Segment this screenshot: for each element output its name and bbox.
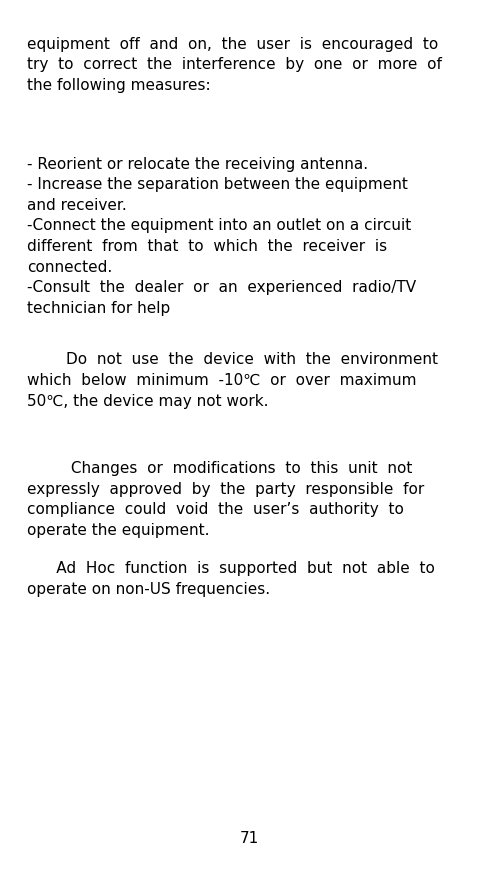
Text: which  below  minimum  -10℃  or  over  maximum: which below minimum -10℃ or over maximum [27, 373, 417, 388]
Text: equipment  off  and  on,  the  user  is  encouraged  to: equipment off and on, the user is encour… [27, 36, 439, 51]
Text: - Reorient or relocate the receiving antenna.: - Reorient or relocate the receiving ant… [27, 156, 369, 171]
Text: - Increase the separation between the equipment: - Increase the separation between the eq… [27, 177, 408, 192]
Text: -Connect the equipment into an outlet on a circuit: -Connect the equipment into an outlet on… [27, 218, 412, 233]
Text: expressly  approved  by  the  party  responsible  for: expressly approved by the party responsi… [27, 481, 425, 496]
Text: and receiver.: and receiver. [27, 197, 127, 213]
Text: Ad  Hoc  function  is  supported  but  not  able  to: Ad Hoc function is supported but not abl… [27, 561, 435, 575]
Text: technician for help: technician for help [27, 301, 171, 315]
Text: Changes  or  modifications  to  this  unit  not: Changes or modifications to this unit no… [27, 461, 413, 475]
Text: try  to  correct  the  interference  by  one  or  more  of: try to correct the interference by one o… [27, 57, 442, 72]
Text: different  from  that  to  which  the  receiver  is: different from that to which the receive… [27, 239, 387, 254]
Text: compliance  could  void  the  user’s  authority  to: compliance could void the user’s authori… [27, 501, 404, 517]
Text: connected.: connected. [27, 260, 113, 275]
Text: the following measures:: the following measures: [27, 77, 211, 93]
Text: operate the equipment.: operate the equipment. [27, 522, 210, 537]
Text: operate on non-US frequencies.: operate on non-US frequencies. [27, 581, 270, 596]
Text: 71: 71 [240, 830, 258, 845]
Text: Do  not  use  the  device  with  the  environment: Do not use the device with the environme… [27, 352, 438, 367]
Text: -Consult  the  dealer  or  an  experienced  radio/TV: -Consult the dealer or an experienced ra… [27, 280, 416, 295]
Text: 50℃, the device may not work.: 50℃, the device may not work. [27, 393, 269, 408]
